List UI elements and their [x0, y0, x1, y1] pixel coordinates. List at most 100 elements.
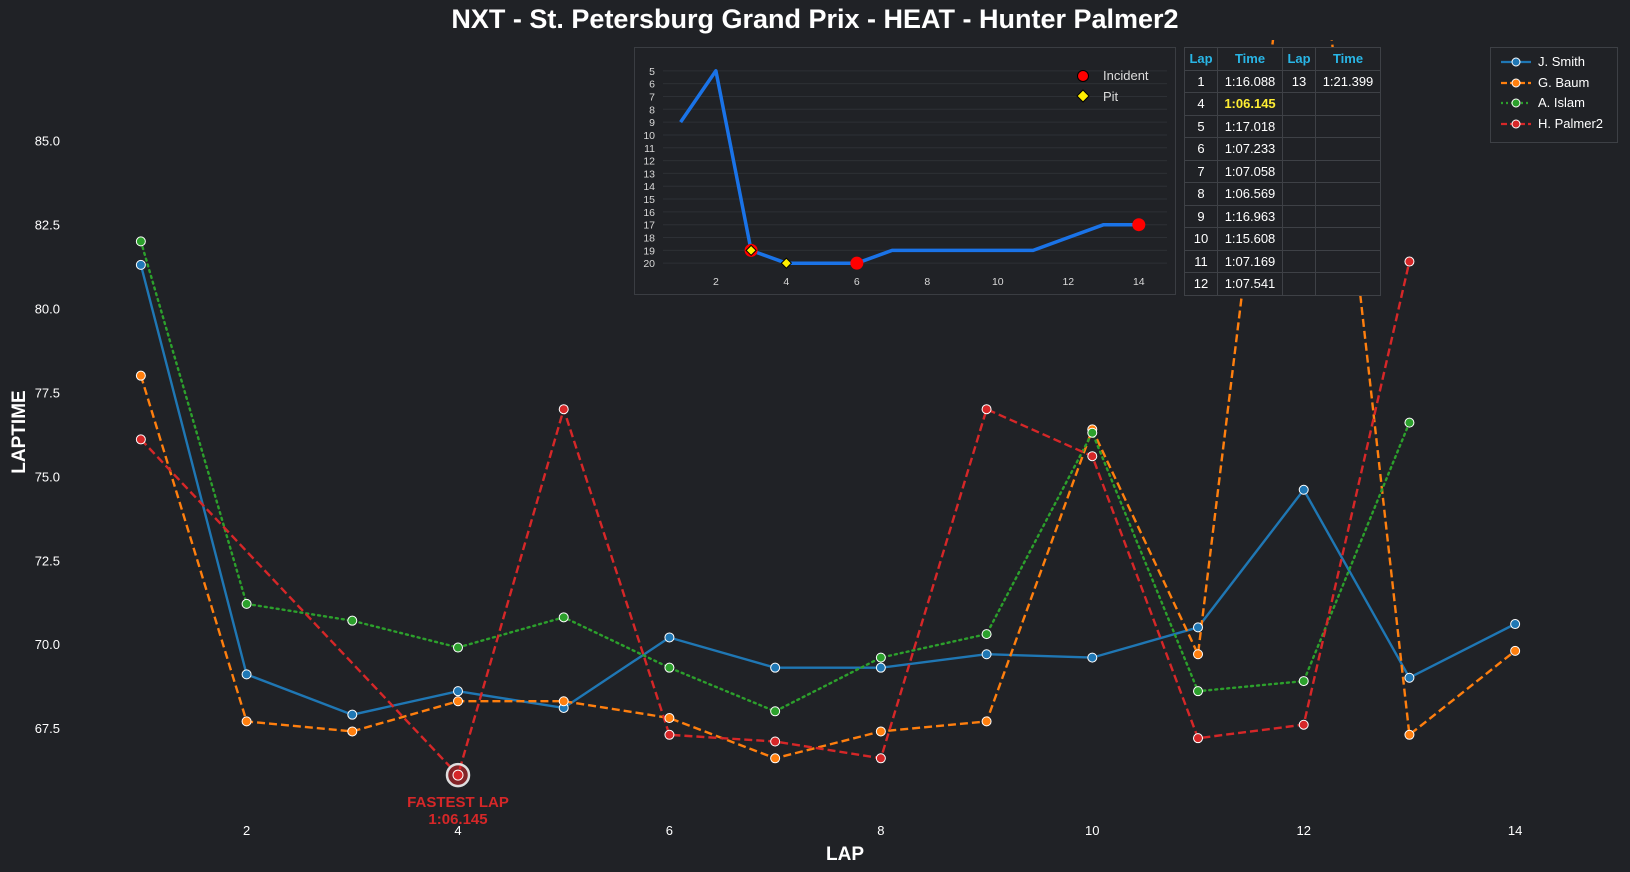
inset-y-tick-label: 15 [643, 194, 655, 206]
data-point [241, 598, 252, 609]
inset-x-tick-label: 12 [1062, 276, 1074, 288]
table-cell: 1:21.399 [1315, 69, 1381, 93]
series-line-h-palmer2 [140, 261, 1411, 778]
data-point [1193, 733, 1203, 744]
y-tick-label: 77.5 [35, 385, 60, 400]
y-tick-label: 67.5 [35, 721, 60, 736]
table-cell: 8 [1184, 182, 1218, 206]
inset-y-tick-label: 20 [643, 258, 655, 270]
data-point [558, 612, 569, 623]
data-point [241, 669, 252, 680]
data-point [770, 706, 781, 717]
inset-y-tick-label: 11 [644, 143, 655, 155]
position-inset-chart: 5 6 7 8 9 10 11 12 13 14 15 16 17 18 19 20 2 4 6 8 10 12 14 Inc… [634, 47, 1176, 295]
legend-swatch [1501, 98, 1531, 108]
table-cell [1315, 249, 1381, 273]
data-point [1087, 427, 1098, 438]
data-point [1510, 645, 1521, 656]
inset-x-tick-label: 14 [1133, 276, 1145, 288]
table-cell: 1:16.088 [1217, 69, 1283, 93]
table-cell [1282, 182, 1316, 206]
table-cell: 1:07.541 [1217, 272, 1283, 296]
table-cell [1282, 159, 1316, 183]
table-header-cell: Time [1217, 47, 1283, 71]
legend-label: A. Islam [1538, 95, 1585, 110]
table-cell [1315, 92, 1381, 116]
y-tick-label: 82.5 [35, 218, 60, 233]
inset-x-tick-label: 10 [992, 276, 1004, 288]
data-point [135, 236, 146, 247]
incident-marker [850, 256, 864, 270]
table-cell: 1:17.018 [1217, 114, 1283, 138]
table-row: 6 1:07.233 [1184, 137, 1381, 161]
pit-marker [780, 257, 793, 269]
data-point [1193, 649, 1203, 660]
inset-y-tick-label: 5 [649, 66, 655, 78]
data-point [1298, 719, 1309, 730]
table-cell [1282, 114, 1316, 138]
table-cell: 10 [1184, 227, 1218, 251]
data-point [558, 696, 569, 707]
y-tick-label: 85.0 [35, 134, 60, 149]
data-point [1193, 622, 1203, 633]
data-point [875, 726, 886, 737]
legend-label: J. Smith [1538, 54, 1585, 69]
fastest-lap-point [452, 769, 464, 781]
inset-y-tick-label: 10 [643, 130, 655, 142]
table-row: 11 1:07.169 [1184, 249, 1381, 273]
table-cell [1315, 204, 1381, 228]
inset-y-tick-label: 9 [649, 117, 655, 129]
data-point [1087, 652, 1098, 663]
table-row: 7 1:07.058 [1184, 159, 1381, 183]
inset-x-tick-label: 2 [713, 276, 719, 288]
data-point [1298, 484, 1309, 495]
data-point [770, 753, 781, 764]
data-point [347, 615, 358, 626]
data-point [875, 662, 886, 673]
data-point [347, 726, 358, 737]
legend-label: H. Palmer2 [1538, 115, 1604, 131]
data-point [664, 662, 675, 673]
data-point [347, 709, 358, 720]
data-point [1510, 619, 1521, 630]
inset-y-tick-label: 12 [643, 156, 655, 168]
inset-y-tick-label: 13 [643, 168, 655, 180]
incident-marker [1132, 218, 1146, 232]
y-tick-label: 70.0 [35, 637, 60, 652]
inset-y-tick-label: 17 [643, 220, 655, 232]
inset-y-tick-label: 8 [649, 104, 655, 116]
x-tick-label: 2 [243, 823, 250, 838]
table-cell: 1:16.963 [1217, 204, 1283, 228]
table-cell: 5 [1184, 114, 1218, 138]
table-cell: 1:06.569 [1217, 182, 1283, 206]
data-point [453, 696, 463, 707]
table-row: 8 1:06.569 [1184, 182, 1381, 206]
table-cell: 13 [1282, 69, 1316, 93]
legend-item: H. Palmer2 [1491, 114, 1617, 134]
data-point [453, 642, 463, 653]
inset-x-tick-label: 6 [854, 276, 860, 288]
lap-times-table: Lap Time Lap Time 1 1:16.088 13 1:21.399 4 1:06.… [1184, 47, 1381, 296]
y-tick-label: 75.0 [35, 469, 60, 484]
table-header-cell: Lap [1184, 47, 1218, 71]
table-row: 10 1:15.608 [1184, 227, 1381, 251]
table-cell: 6 [1184, 137, 1218, 161]
table-cell [1315, 114, 1381, 138]
data-point [875, 652, 886, 663]
table-cell: 1:07.233 [1217, 137, 1283, 161]
data-point [453, 686, 463, 697]
chart-legend: J. Smith G. Baum A. Islam H. Palmer2 [1490, 47, 1618, 143]
table-cell: 1:06.145 [1217, 92, 1283, 116]
table-header-cell: Lap [1282, 47, 1316, 71]
table-cell [1282, 272, 1316, 296]
inset-y-tick-label: 7 [649, 91, 655, 103]
inset-x-tick-label: 8 [924, 276, 930, 288]
legend-label: G. Baum [1538, 74, 1590, 90]
table-row: 12 1:07.541 [1184, 272, 1381, 296]
series-group [135, 40, 1521, 781]
table-header-cell: Time [1315, 47, 1381, 71]
table-cell: 4 [1184, 92, 1218, 116]
inset-y-tick-label: 16 [643, 207, 655, 219]
